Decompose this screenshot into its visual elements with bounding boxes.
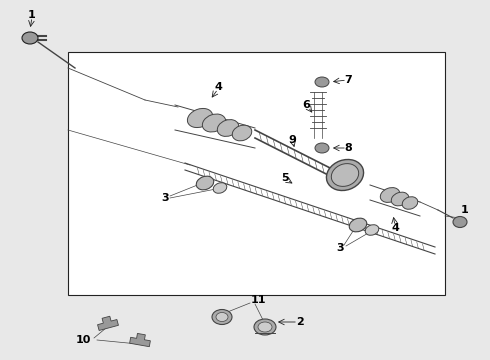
Ellipse shape	[315, 77, 329, 87]
Text: 4: 4	[391, 223, 399, 233]
Text: 3: 3	[161, 193, 169, 203]
Ellipse shape	[213, 183, 227, 193]
Text: 5: 5	[281, 173, 289, 183]
Text: 3: 3	[336, 243, 344, 253]
Ellipse shape	[254, 319, 276, 335]
Ellipse shape	[202, 114, 226, 132]
Ellipse shape	[258, 322, 272, 332]
Ellipse shape	[212, 310, 232, 324]
Text: 4: 4	[214, 82, 222, 92]
Text: 7: 7	[344, 75, 352, 85]
Text: 10: 10	[75, 335, 91, 345]
Text: 1: 1	[28, 10, 36, 20]
Ellipse shape	[232, 125, 252, 141]
Ellipse shape	[349, 218, 367, 232]
Ellipse shape	[365, 225, 379, 235]
Ellipse shape	[196, 176, 214, 190]
Text: 11: 11	[250, 295, 266, 305]
Polygon shape	[98, 316, 119, 330]
Ellipse shape	[217, 120, 239, 136]
Ellipse shape	[187, 108, 213, 127]
Bar	[68, 52, 445, 295]
Ellipse shape	[380, 188, 400, 202]
Ellipse shape	[402, 197, 418, 209]
Ellipse shape	[453, 216, 467, 228]
Text: 1: 1	[461, 205, 469, 215]
Ellipse shape	[315, 143, 329, 153]
Text: 8: 8	[344, 143, 352, 153]
Text: 2: 2	[296, 317, 304, 327]
Polygon shape	[130, 333, 150, 347]
Ellipse shape	[216, 312, 228, 321]
Text: 9: 9	[288, 135, 296, 145]
Text: 6: 6	[302, 100, 310, 110]
Ellipse shape	[326, 159, 364, 190]
Ellipse shape	[331, 163, 359, 186]
Ellipse shape	[22, 32, 38, 44]
Ellipse shape	[391, 192, 409, 206]
